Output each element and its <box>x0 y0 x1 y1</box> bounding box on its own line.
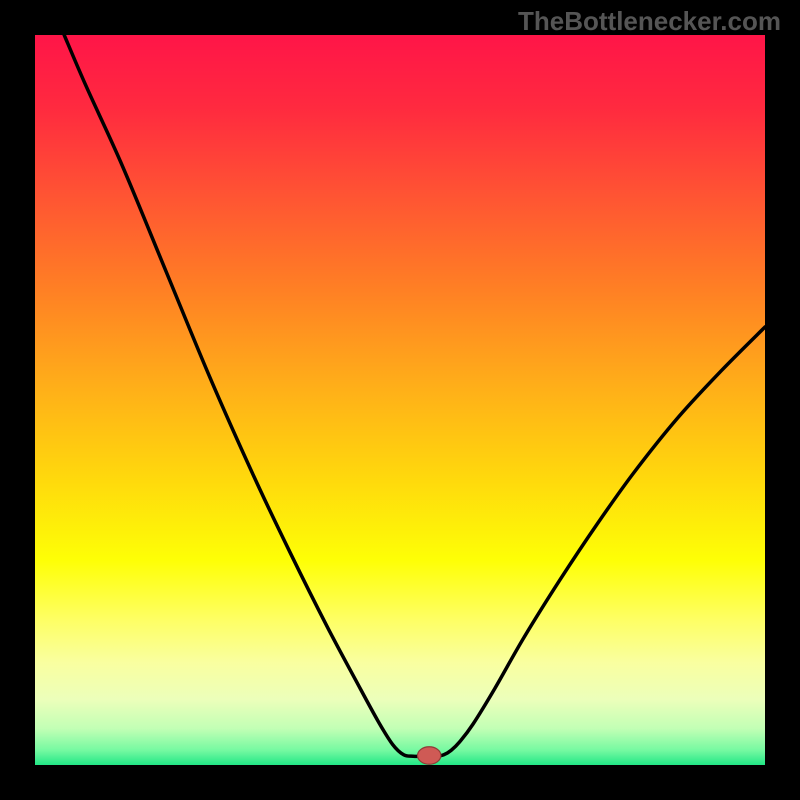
plot-area <box>35 35 765 765</box>
chart-container: TheBottlenecker.com <box>0 0 800 800</box>
watermark-text: TheBottlenecker.com <box>518 6 781 37</box>
optimum-marker <box>418 747 441 765</box>
gradient-background <box>35 35 765 765</box>
